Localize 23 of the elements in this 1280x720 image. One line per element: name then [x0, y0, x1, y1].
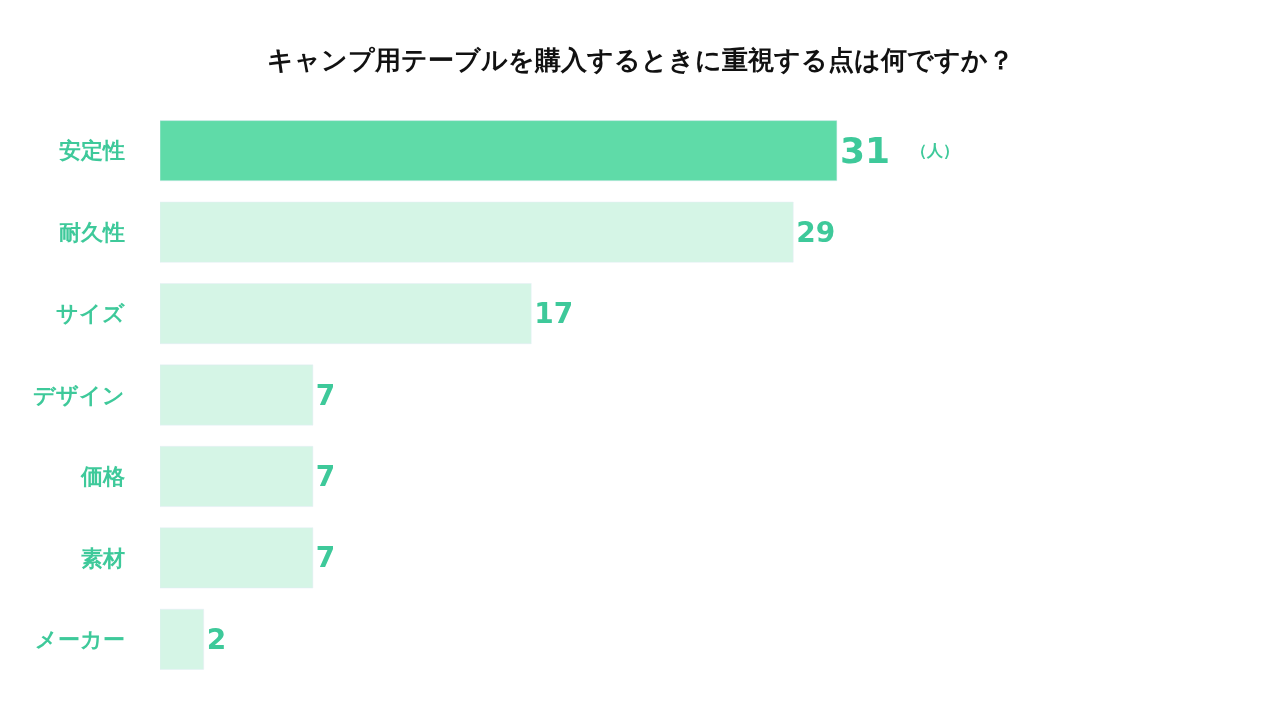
- data-label: 2: [206, 622, 227, 656]
- text: （人）: [911, 141, 959, 160]
- chart-title: キャンプ用テーブルを購入するときに重視する点は何ですか？: [266, 44, 1014, 75]
- bar: [160, 446, 314, 507]
- y-tick-label: 耐久性: [58, 219, 125, 245]
- data-label: 31: [839, 130, 891, 172]
- data-label: 7: [315, 378, 336, 412]
- data-label: 17: [534, 297, 574, 331]
- y-tick-label: サイズ: [55, 301, 125, 327]
- bar: [160, 608, 204, 670]
- y-tick-label: デザイン: [32, 382, 125, 408]
- bar: [160, 201, 794, 263]
- bar: [160, 364, 314, 426]
- bar: [160, 283, 532, 344]
- data-label: 7: [315, 459, 336, 493]
- bar: [160, 527, 314, 589]
- y-tick-label: 価格: [79, 464, 126, 490]
- data-label: 7: [315, 541, 336, 575]
- bar: [160, 120, 838, 182]
- y-tick-label: メーカー: [34, 626, 125, 652]
- data-label: 29: [796, 215, 836, 249]
- y-tick-label: 安定性: [58, 138, 125, 164]
- y-tick-label: 素材: [80, 545, 125, 571]
